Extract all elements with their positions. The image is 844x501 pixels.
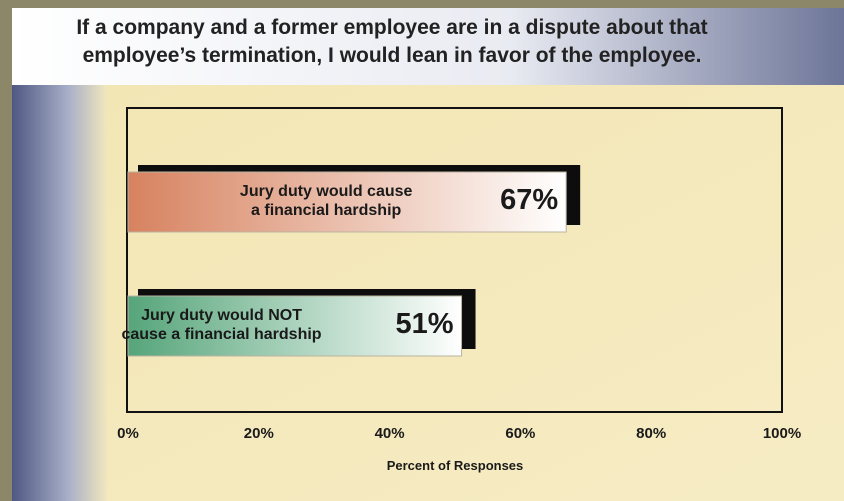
chart-title: If a company and a former employee are i… [76,16,708,67]
x-tick-label: 80% [636,425,667,442]
x-tick-label: 20% [243,425,274,442]
title-band [12,8,844,85]
x-tick-label: 60% [505,425,536,442]
x-tick-label: 100% [762,425,802,442]
x-tick-label: 40% [374,425,405,442]
bar [127,295,463,357]
bar [127,171,567,233]
value-label: 51% [395,308,454,340]
side-band [12,85,107,501]
plot-frame [126,107,783,413]
category-label: Jury duty would NOT cause a financial ha… [121,307,322,343]
x-axis-label: Percent of Responses [386,458,524,473]
category-label: Jury duty would cause a financial hardsh… [239,183,413,219]
value-label: 67% [500,184,559,216]
x-tick-label: 0% [117,425,139,442]
